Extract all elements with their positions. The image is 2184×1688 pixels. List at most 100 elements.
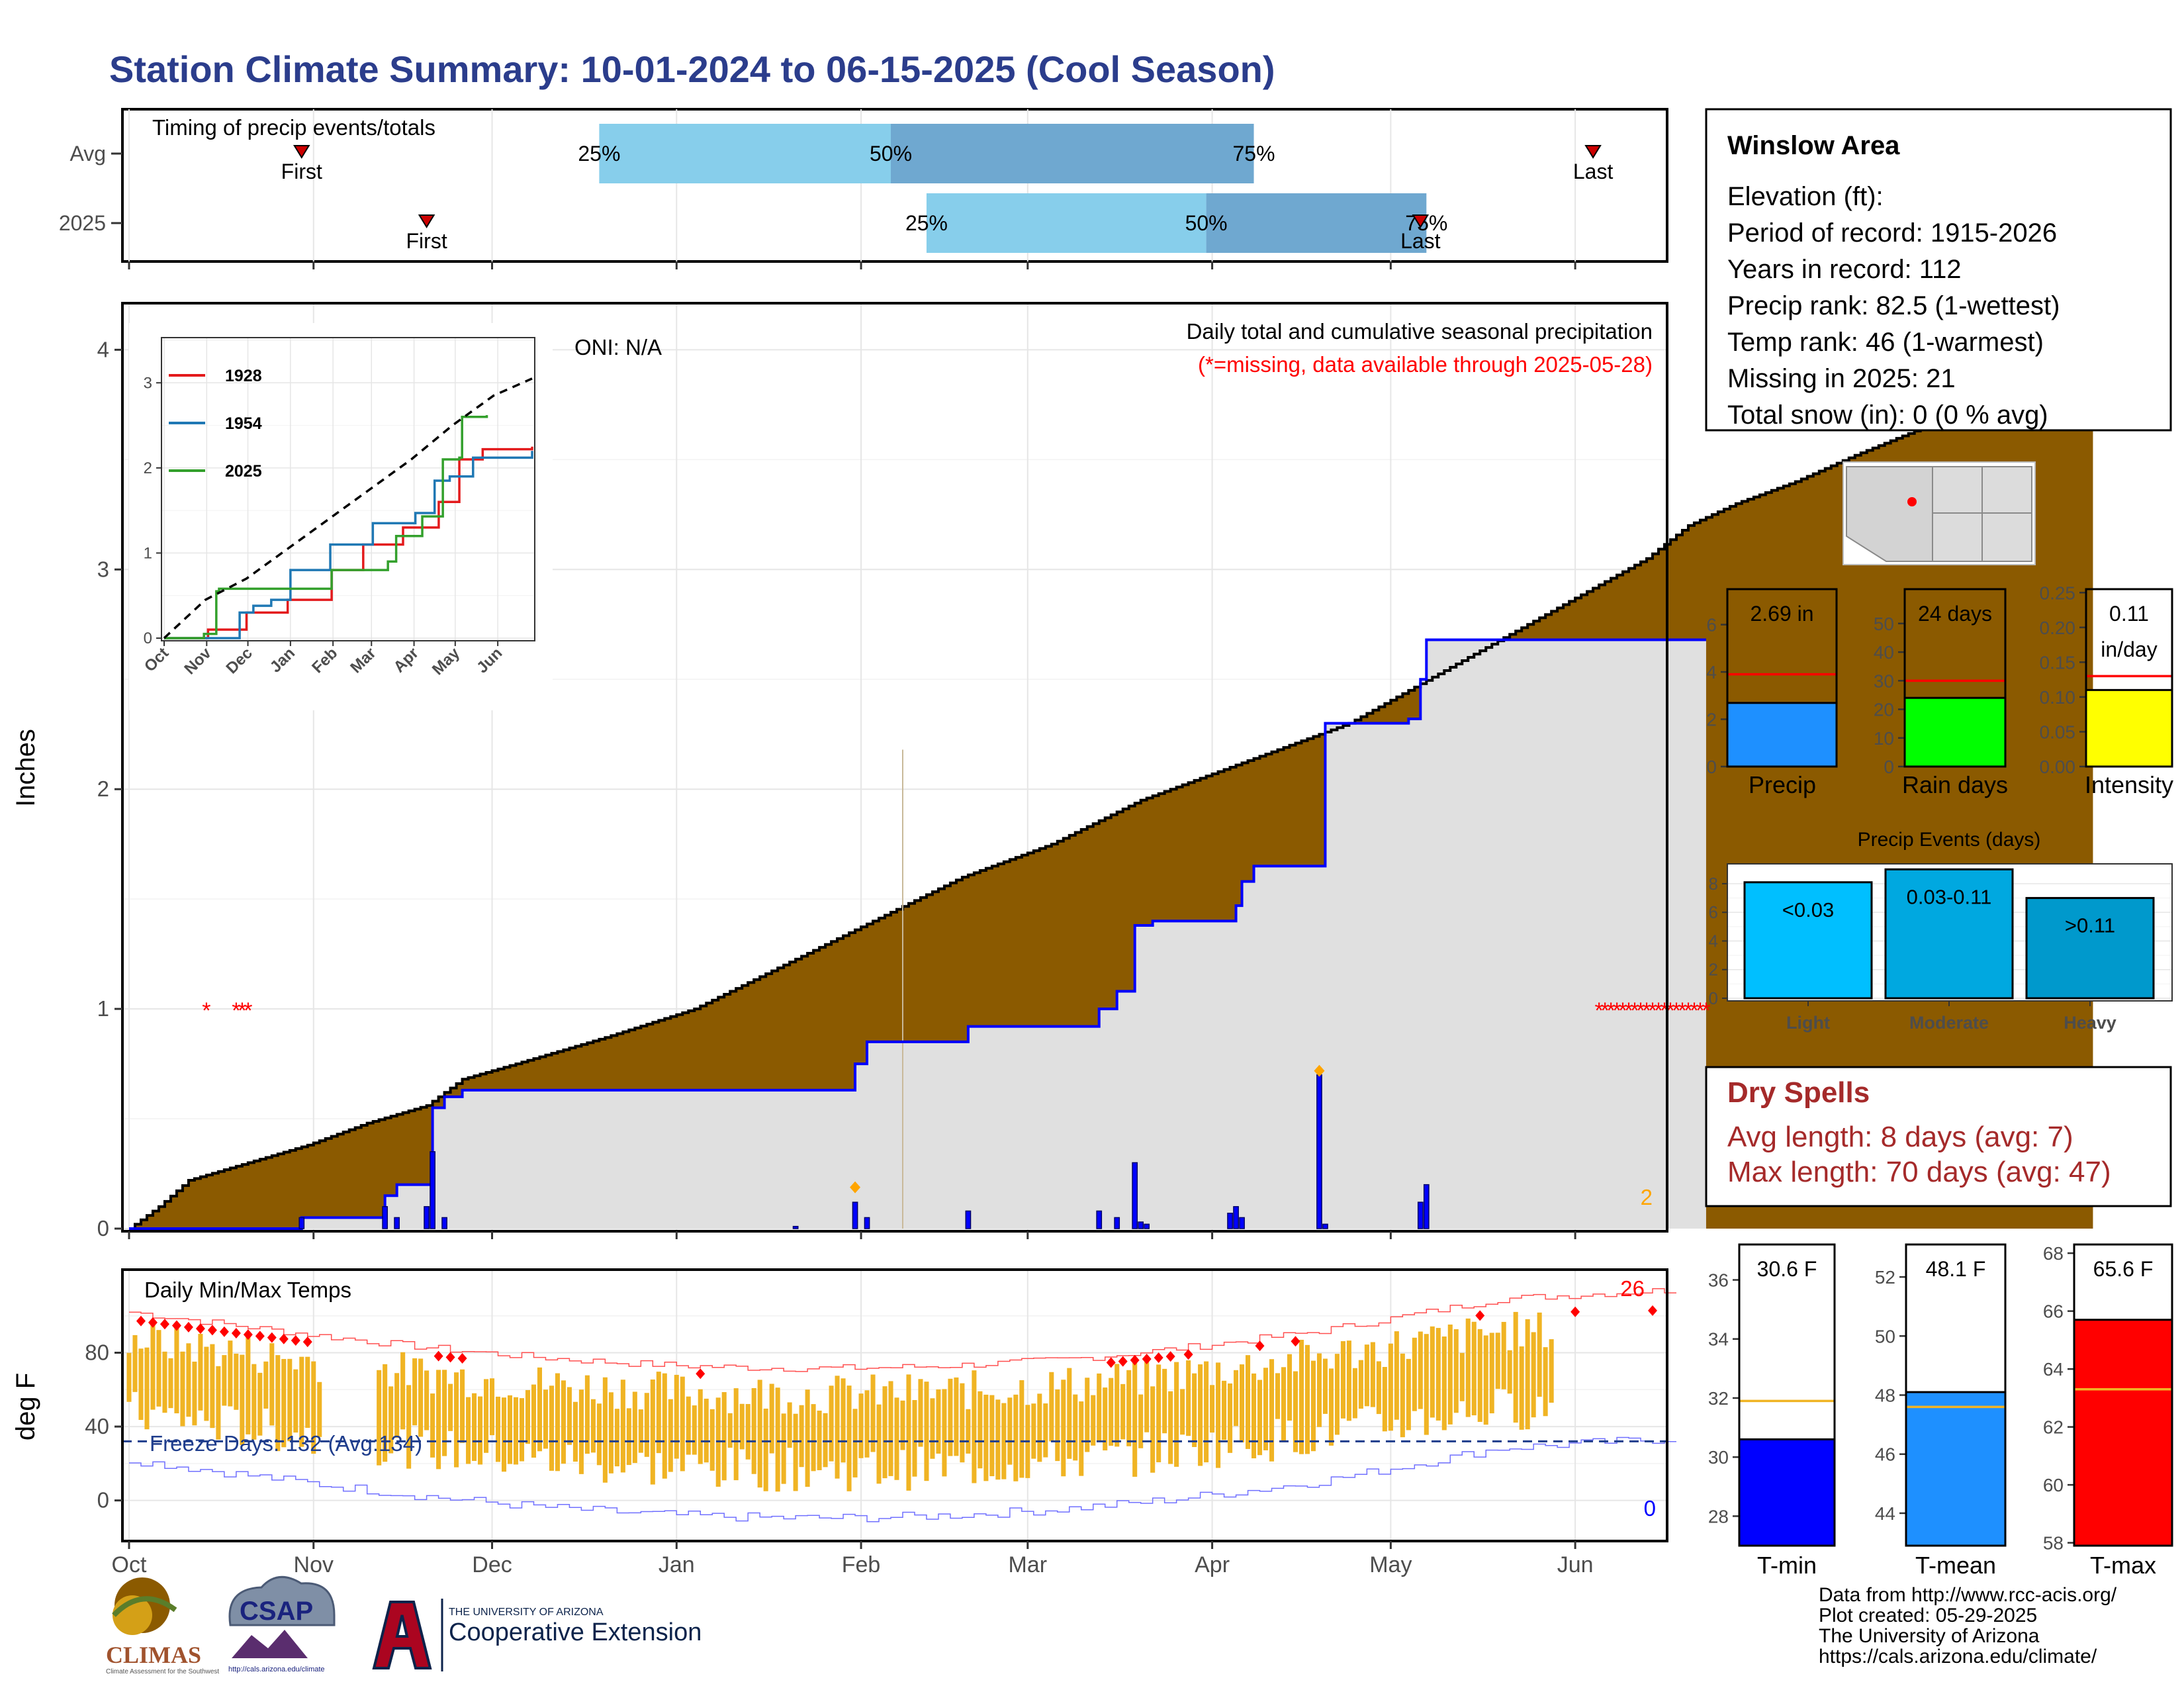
daily-temp-bar xyxy=(686,1396,691,1455)
daily-temp-bar xyxy=(793,1413,798,1491)
record-high-marker xyxy=(1106,1357,1116,1368)
daily-temp-bar xyxy=(841,1378,846,1463)
first-event-marker xyxy=(293,145,310,159)
csap-logo: CSAP http://cals.arizona.edu/climate xyxy=(228,1575,336,1673)
event-bar-label: 0.03-0.11 xyxy=(1907,885,1992,908)
missing-day-marker: * xyxy=(1594,998,1603,1023)
tmax-frame xyxy=(2073,1243,2173,1547)
tmean-y-tick-label: 52 xyxy=(1875,1267,1895,1288)
ua-logo-main: Cooperative Extension xyxy=(449,1618,702,1646)
daily-temp-bar xyxy=(930,1398,935,1459)
daily-temp-bar xyxy=(1222,1380,1227,1440)
daily-temp-bar xyxy=(1180,1389,1185,1435)
quartile-label: 50% xyxy=(1185,211,1228,235)
daily-temp-bar xyxy=(561,1380,566,1464)
precip-y-tick-label: 2 xyxy=(1706,710,1717,730)
daily-temp-bar xyxy=(1483,1335,1488,1425)
record-high-marker xyxy=(445,1352,455,1363)
intensity-value-label: 0.11 xyxy=(2109,602,2149,626)
daily-temp-bar xyxy=(412,1358,418,1426)
daily-precip-bar xyxy=(1096,1210,1103,1229)
daily-temp-bar xyxy=(537,1367,542,1452)
tmax-category-label: T-max xyxy=(2090,1552,2156,1579)
daily-temp-bar xyxy=(1400,1353,1405,1438)
daily-temp-bar xyxy=(555,1373,560,1472)
daily-temp-bar xyxy=(1043,1403,1048,1458)
daily-temp-bar xyxy=(1489,1333,1494,1414)
tmin-frame xyxy=(1738,1243,1836,1547)
station-line: Precip rank: 82.5 (1-wettest) xyxy=(1727,291,2060,320)
daily-temp-bar xyxy=(584,1375,590,1454)
daily-temp-bar xyxy=(948,1378,953,1456)
daily-precip-bar xyxy=(1423,1184,1430,1229)
daily-temp-bar xyxy=(1447,1324,1453,1425)
record-high-marker xyxy=(1648,1305,1658,1316)
daily-temp-bar xyxy=(1204,1361,1209,1463)
daily-temp-bar xyxy=(1251,1373,1257,1459)
tmax-value-label: 65.6 F xyxy=(2093,1257,2154,1281)
inset-legend-label: 1954 xyxy=(225,414,262,433)
events-y-tick-label: 8 xyxy=(1709,874,1718,894)
record-high-marker xyxy=(696,1368,705,1380)
rain-days-value-bar xyxy=(1905,698,2005,767)
missing-day-marker: * xyxy=(244,998,252,1023)
daily-temp-bar xyxy=(936,1389,941,1454)
missing-day-marker: * xyxy=(1618,998,1627,1023)
station-line: Elevation (ft): xyxy=(1727,182,1884,211)
daily-temp-bar xyxy=(894,1397,899,1480)
events-y-tick-label: 0 xyxy=(1709,988,1718,1008)
csap-logo-url: http://cals.arizona.edu/climate xyxy=(228,1665,325,1673)
tmin-category-label: T-min xyxy=(1757,1552,1817,1579)
daily-temp-bar xyxy=(406,1385,412,1469)
temp-y-tick-label: 0 xyxy=(97,1488,109,1513)
daily-temp-bar xyxy=(1269,1359,1275,1462)
daily-temp-bar xyxy=(650,1379,655,1485)
record-high-marker xyxy=(302,1336,312,1348)
precip-y-tick-label: 4 xyxy=(1706,662,1717,682)
tmean-frame xyxy=(1905,1243,2007,1547)
intensity-value-unit: in/day xyxy=(2101,637,2157,661)
daily-temp-bar xyxy=(739,1403,745,1450)
daily-precip-bar xyxy=(1144,1223,1150,1229)
tmean-y-tick-label: 50 xyxy=(1875,1326,1895,1346)
missing-day-marker: * xyxy=(202,998,210,1023)
events-y-tick-label: 2 xyxy=(1709,960,1718,980)
quartile-bar-upper xyxy=(891,124,1254,183)
daily-precip-bar xyxy=(441,1217,447,1229)
daily-temp-bar xyxy=(287,1358,293,1442)
daily-temp-bar xyxy=(858,1393,864,1458)
daily-temp-bar xyxy=(275,1355,281,1452)
precip-panel: * *** *******************01234InchesDaily … xyxy=(11,302,2095,1241)
tmax-y-tick-label: 64 xyxy=(2043,1359,2064,1380)
daily-temp-bar xyxy=(1328,1368,1334,1446)
daily-temp-bar xyxy=(1132,1359,1138,1477)
daily-temp-bar xyxy=(519,1398,525,1462)
daily-precip-bar xyxy=(792,1225,799,1229)
record-high-marker xyxy=(279,1333,289,1344)
daily-temp-bar xyxy=(1531,1332,1536,1418)
daily-temp-bar xyxy=(174,1325,179,1414)
daily-temp-bar xyxy=(1097,1373,1102,1442)
tmean-y-tick-label: 46 xyxy=(1875,1444,1895,1465)
temp-panel: 0 40 80 Oct Nov Dec Jan Feb Mar Apr May Jun deg F Dai… xyxy=(11,1268,1676,1577)
daily-temp-bar xyxy=(418,1358,424,1437)
precip-y-tick-label: 0 xyxy=(97,1216,109,1241)
daily-temp-bar xyxy=(1352,1368,1357,1419)
tmin-value-bar xyxy=(1739,1439,1835,1546)
daily-temp-bar xyxy=(1441,1336,1447,1430)
daily-temp-bar xyxy=(1162,1368,1167,1434)
missing-day-marker: * xyxy=(232,998,240,1023)
rain-days-category-label: Rain days xyxy=(1902,771,2008,798)
station-location-marker xyxy=(1907,497,1917,506)
record-high-marker xyxy=(291,1335,300,1346)
daily-temp-bar xyxy=(317,1382,322,1437)
daily-temp-bar xyxy=(1293,1371,1298,1452)
dry-spells-max: Max length: 70 days (avg: 47) xyxy=(1727,1156,2111,1188)
temp-x-tick-label: Feb xyxy=(842,1552,881,1577)
daily-temp-bar xyxy=(1156,1364,1161,1462)
daily-temp-bar xyxy=(805,1389,810,1487)
daily-temp-bar xyxy=(531,1384,537,1458)
tmin-y-tick-label: 30 xyxy=(1708,1447,1729,1468)
rain-days-frame xyxy=(1903,588,2007,768)
daily-temp-bar xyxy=(1382,1367,1387,1432)
